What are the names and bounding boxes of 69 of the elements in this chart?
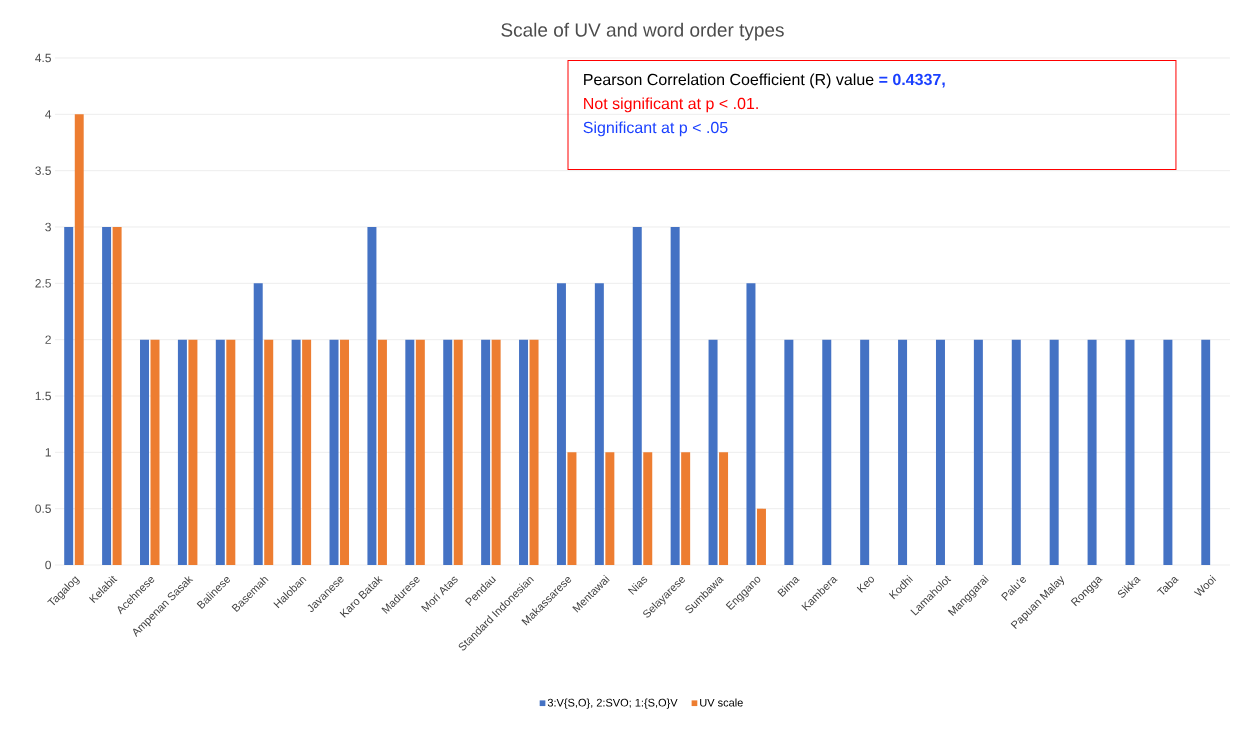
bar xyxy=(605,452,615,565)
y-tick-label: 3 xyxy=(45,222,51,232)
y-tick-label: 1.5 xyxy=(35,391,51,401)
bar xyxy=(443,339,453,565)
legend-label: 3:V{S,O}, 2:SVO; 1:{S,O}V xyxy=(547,698,678,709)
annotation: Pearson Correlation Coefficient (R) value xyxy=(584,73,874,89)
bar xyxy=(746,283,756,565)
bar xyxy=(529,339,539,565)
bar xyxy=(1201,339,1211,565)
annotation: = 0.4337, xyxy=(879,73,945,88)
bar xyxy=(708,339,718,565)
bar xyxy=(481,339,491,565)
bar xyxy=(643,452,653,565)
y-tick-label: 1 xyxy=(45,448,51,457)
bar xyxy=(329,339,339,565)
bar xyxy=(302,339,312,565)
bar xyxy=(719,452,729,565)
bar xyxy=(556,283,566,565)
chart-title: Scale of UV and word order types xyxy=(501,22,784,41)
bar xyxy=(340,339,350,565)
bar xyxy=(64,227,74,565)
bar xyxy=(594,283,604,565)
bar xyxy=(177,339,187,565)
legend-label: UV scale xyxy=(700,698,743,707)
bar xyxy=(415,339,425,565)
bar xyxy=(377,339,387,565)
bar xyxy=(632,227,642,565)
bar xyxy=(822,339,832,565)
bar xyxy=(253,283,263,565)
bar xyxy=(215,339,225,565)
bar xyxy=(784,339,794,565)
y-tick-label: 0.5 xyxy=(35,504,51,513)
bar xyxy=(1125,339,1135,565)
bar xyxy=(74,114,84,565)
y-tick-label: 2 xyxy=(45,335,51,344)
bar xyxy=(188,339,198,565)
bar xyxy=(453,339,463,565)
bar xyxy=(291,339,301,565)
bar xyxy=(405,339,415,565)
bar xyxy=(756,508,766,565)
y-tick-label: 4 xyxy=(45,110,52,119)
bar xyxy=(150,339,160,565)
bar xyxy=(264,339,274,565)
x-tick-label: Taba xyxy=(1156,577,1179,595)
y-tick-label: 4.5 xyxy=(35,53,51,63)
bar xyxy=(367,227,377,565)
bar xyxy=(898,339,908,565)
annotation: Significant at p < .05 xyxy=(583,121,728,137)
bar xyxy=(567,452,577,565)
bar xyxy=(681,452,691,565)
bar xyxy=(226,339,236,565)
x-tick-label: Keo xyxy=(856,576,875,593)
bar xyxy=(670,227,680,565)
bar xyxy=(102,227,112,565)
y-tick-label: 3.5 xyxy=(35,166,51,175)
bar xyxy=(491,339,501,565)
y-tick-label: 2.5 xyxy=(35,279,51,288)
y-tick-label: 0 xyxy=(45,560,51,570)
bar xyxy=(140,339,150,565)
bar xyxy=(519,339,529,565)
annotation: Not significant at p < .01. xyxy=(584,97,758,113)
bar xyxy=(1163,339,1173,565)
bar xyxy=(112,227,122,565)
bar xyxy=(1049,339,1059,565)
bar xyxy=(935,339,945,565)
bar xyxy=(1087,339,1097,565)
bar xyxy=(860,339,870,565)
bar xyxy=(973,339,983,565)
bar xyxy=(1011,339,1021,565)
